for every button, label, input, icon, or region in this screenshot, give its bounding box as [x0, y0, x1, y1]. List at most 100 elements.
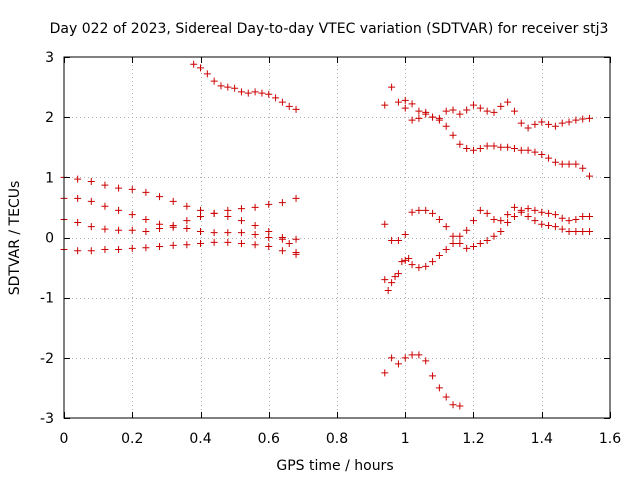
data-point [422, 262, 430, 270]
data-point [156, 193, 164, 201]
data-point [565, 227, 573, 235]
data-point [391, 273, 399, 281]
data-point [381, 220, 389, 228]
data-point [217, 82, 225, 90]
data-point [265, 200, 273, 208]
data-point [579, 115, 587, 123]
y-tick-label: -2 [40, 351, 54, 367]
data-point [449, 240, 457, 248]
data-point [115, 184, 123, 192]
data-point [292, 194, 300, 202]
data-point [224, 206, 232, 214]
data-point [128, 211, 136, 219]
data-point [408, 208, 416, 216]
data-point [74, 247, 82, 255]
y-axis-label: SDTVAR / TECUs [7, 181, 23, 296]
y-tick-labels: -3 -2 -1 0 1 2 3 [40, 50, 54, 427]
data-point [272, 94, 280, 102]
x-tick-label: 0.6 [258, 431, 280, 447]
data-point [278, 199, 286, 207]
data-point [531, 148, 539, 156]
data-point [565, 217, 573, 225]
data-point [101, 202, 109, 210]
data-point [470, 243, 477, 251]
x-tick-label: 0 [60, 431, 69, 447]
data-points [60, 60, 594, 410]
x-tick-labels: 0 0.2 0.4 0.6 0.8 1 1.2 1.4 1.6 [60, 431, 622, 447]
data-point [586, 114, 594, 122]
data-point [476, 144, 484, 152]
data-point [463, 106, 471, 114]
data-point [510, 107, 518, 115]
data-point [401, 256, 409, 264]
data-point [210, 77, 218, 85]
data-point [115, 206, 123, 214]
data-point [429, 113, 437, 121]
y-tick-label: 1 [45, 170, 54, 186]
data-point [538, 118, 546, 126]
data-point [558, 214, 566, 222]
data-point [183, 241, 191, 249]
data-point [244, 89, 252, 97]
data-point [497, 227, 505, 235]
data-point [258, 89, 266, 97]
series-sat-c [60, 194, 300, 243]
data-point [224, 229, 232, 237]
data-point [74, 175, 82, 183]
data-point [115, 226, 123, 234]
data-point [183, 224, 191, 232]
series-sat-h [381, 205, 594, 252]
data-point [265, 90, 273, 98]
data-point [504, 98, 512, 106]
data-point [470, 217, 477, 225]
data-point [394, 270, 402, 278]
data-point [558, 119, 566, 127]
x-tick-label: 1.2 [462, 431, 484, 447]
data-point [572, 116, 580, 124]
data-point [415, 264, 423, 272]
data-point [579, 164, 587, 172]
data-point [524, 205, 532, 213]
data-point [251, 241, 259, 249]
data-point [401, 104, 409, 112]
data-point [449, 232, 457, 240]
data-point [197, 212, 204, 220]
series-sat-i [381, 203, 594, 287]
data-point [381, 276, 389, 284]
data-point [470, 101, 477, 109]
data-point [572, 227, 580, 235]
data-point [183, 202, 191, 210]
data-point [401, 354, 409, 362]
data-point [429, 209, 437, 217]
data-point [449, 131, 457, 139]
data-point [483, 209, 491, 217]
data-point [156, 224, 164, 232]
data-point [197, 206, 204, 214]
data-point [504, 218, 512, 226]
data-point [408, 261, 416, 269]
data-point [74, 194, 82, 202]
data-point [87, 247, 95, 255]
data-point [74, 218, 82, 226]
data-point [101, 225, 109, 233]
data-point [384, 286, 392, 294]
data-point [156, 243, 164, 251]
data-point [142, 188, 150, 196]
data-point [497, 102, 505, 110]
data-point [169, 197, 177, 205]
data-point [565, 118, 573, 126]
data-point [456, 110, 464, 118]
data-point [442, 122, 450, 130]
data-point [87, 178, 95, 186]
data-point [442, 246, 450, 254]
data-point [292, 235, 300, 243]
data-point [101, 246, 109, 254]
data-point [579, 227, 587, 235]
data-point [388, 83, 396, 91]
data-point [422, 108, 430, 116]
data-point [210, 229, 218, 237]
data-point [442, 107, 450, 115]
data-point [476, 206, 484, 214]
data-point [524, 124, 532, 132]
data-point [456, 140, 464, 148]
